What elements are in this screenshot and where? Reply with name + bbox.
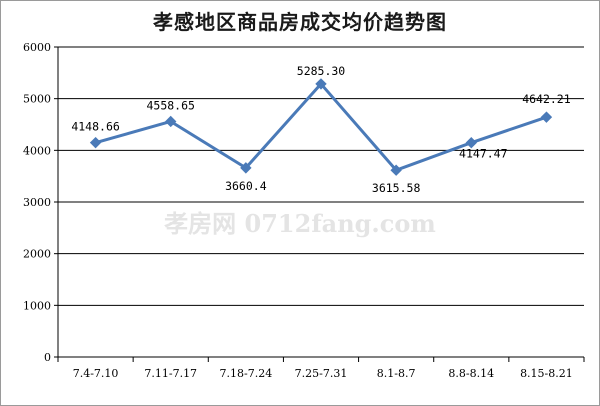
y-tick-label: 3000 <box>23 196 51 209</box>
x-tick-label: 7.11-7.17 <box>144 367 197 380</box>
data-labels: 4148.66 4558.65 3660.4 5285.30 3615.58 4147.4… <box>71 64 570 195</box>
x-tick-label: 8.8-8.14 <box>448 367 494 380</box>
data-point-marker <box>240 162 252 174</box>
data-point-marker <box>315 78 327 90</box>
y-tick-label: 0 <box>44 351 51 364</box>
data-label: 4642.21 <box>522 92 571 106</box>
watermark: 孝房网 0712fang.com <box>164 209 436 238</box>
data-point-marker <box>165 115 177 128</box>
data-point-marker <box>390 164 402 176</box>
y-tick-label: 1000 <box>23 299 51 312</box>
x-tick-label: 7.25-7.31 <box>295 367 348 380</box>
grid-lines <box>58 46 584 306</box>
data-label: 3615.58 <box>372 181 421 195</box>
data-point-marker <box>465 137 477 149</box>
x-tick-label: 8.1-8.7 <box>377 367 416 380</box>
x-tick-label: 7.4-7.10 <box>73 367 119 380</box>
data-label: 4558.65 <box>146 98 194 112</box>
x-tick-label: 8.15-8.21 <box>520 367 573 380</box>
watermark-text: 孝房网 0712fang.com <box>164 209 436 238</box>
data-point-marker <box>89 136 102 149</box>
y-tick-label: 4000 <box>23 144 51 157</box>
x-axis-ticks: 7.4-7.10 7.11-7.17 7.18-7.24 7.25-7.31 8.1-8… <box>57 357 585 380</box>
y-axis-ticks: 0 1000 2000 3000 4000 5000 6000 <box>23 41 58 364</box>
data-label: 4148.66 <box>71 120 120 134</box>
series-line <box>89 78 553 176</box>
y-tick-label: 2000 <box>23 248 51 261</box>
data-label: 5285.30 <box>297 64 346 78</box>
x-tick-label: 7.18-7.24 <box>220 367 273 380</box>
data-label: 4147.47 <box>459 147 508 161</box>
chart-title: 孝感地区商品房成交均价趋势图 <box>153 10 447 34</box>
y-tick-label: 6000 <box>23 41 51 54</box>
data-label: 3660.4 <box>225 179 267 193</box>
data-point-marker <box>540 111 553 123</box>
y-tick-label: 5000 <box>23 93 51 106</box>
